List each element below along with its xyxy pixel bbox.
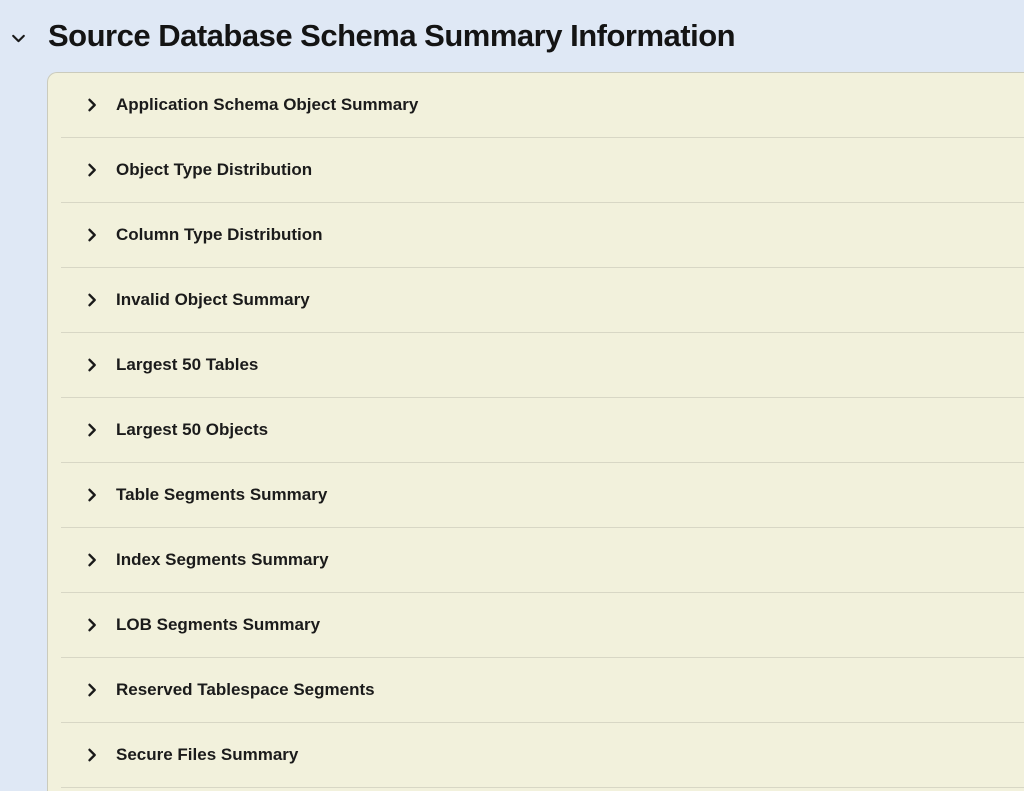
accordion-section-label: Largest 50 Tables	[116, 355, 259, 374]
accordion-section[interactable]: Table Segments Summary	[48, 463, 1024, 527]
chevron-right-icon	[84, 292, 100, 308]
accordion-section[interactable]: Object Type Distribution	[48, 138, 1024, 202]
chevron-right-icon	[84, 357, 100, 373]
page-title: Source Database Schema Summary Informati…	[48, 18, 736, 53]
chevron-right-icon	[84, 682, 100, 698]
accordion-section-label: Secure Files Summary	[116, 745, 299, 764]
divider	[61, 722, 1024, 723]
divider	[61, 267, 1024, 268]
chevron-right-icon	[84, 97, 100, 113]
accordion-section[interactable]: Largest 50 Objects	[48, 398, 1024, 462]
accordion-section[interactable]: Reserved Tablespace Segments	[48, 658, 1024, 722]
accordion-section[interactable]: Application Schema Object Summary	[48, 73, 1024, 137]
chevron-right-icon	[84, 617, 100, 633]
accordion-section[interactable]: Invalid Object Summary	[48, 268, 1024, 332]
accordion-section-label: Object Type Distribution	[116, 160, 313, 179]
chevron-down-icon	[10, 30, 27, 47]
accordion-section[interactable]: LOB Segments Summary	[48, 593, 1024, 657]
divider	[61, 137, 1024, 138]
accordion-section-label: Column Type Distribution	[116, 225, 323, 244]
divider	[61, 202, 1024, 203]
chevron-right-icon	[84, 162, 100, 178]
accordion-section-list: Application Schema Object Summary Object…	[48, 73, 1024, 788]
divider	[61, 397, 1024, 398]
accordion-section[interactable]: Secure Files Summary	[48, 723, 1024, 787]
accordion-section-label: Largest 50 Objects	[116, 420, 269, 439]
chevron-right-icon	[84, 487, 100, 503]
accordion-section-label: Application Schema Object Summary	[116, 95, 419, 114]
accordion-section-label: Invalid Object Summary	[116, 290, 310, 309]
divider	[61, 787, 1024, 788]
accordion-section-label: LOB Segments Summary	[116, 615, 321, 634]
accordion-section-label: Reserved Tablespace Segments	[116, 680, 375, 699]
divider	[61, 462, 1024, 463]
chevron-right-icon	[84, 422, 100, 438]
accordion-section-label: Index Segments Summary	[116, 550, 329, 569]
divider	[61, 527, 1024, 528]
accordion-section[interactable]: Column Type Distribution	[48, 203, 1024, 267]
chevron-right-icon	[84, 747, 100, 763]
accordion-panel: Application Schema Object Summary Object…	[47, 72, 1024, 791]
chevron-right-icon	[84, 227, 100, 243]
accordion-section[interactable]: Index Segments Summary	[48, 528, 1024, 592]
accordion-section-label: Table Segments Summary	[116, 485, 328, 504]
divider	[61, 332, 1024, 333]
chevron-right-icon	[84, 552, 100, 568]
divider	[61, 657, 1024, 658]
divider	[61, 592, 1024, 593]
section-header[interactable]: Source Database Schema Summary Informati…	[0, 0, 1024, 72]
accordion-section[interactable]: Largest 50 Tables	[48, 333, 1024, 397]
